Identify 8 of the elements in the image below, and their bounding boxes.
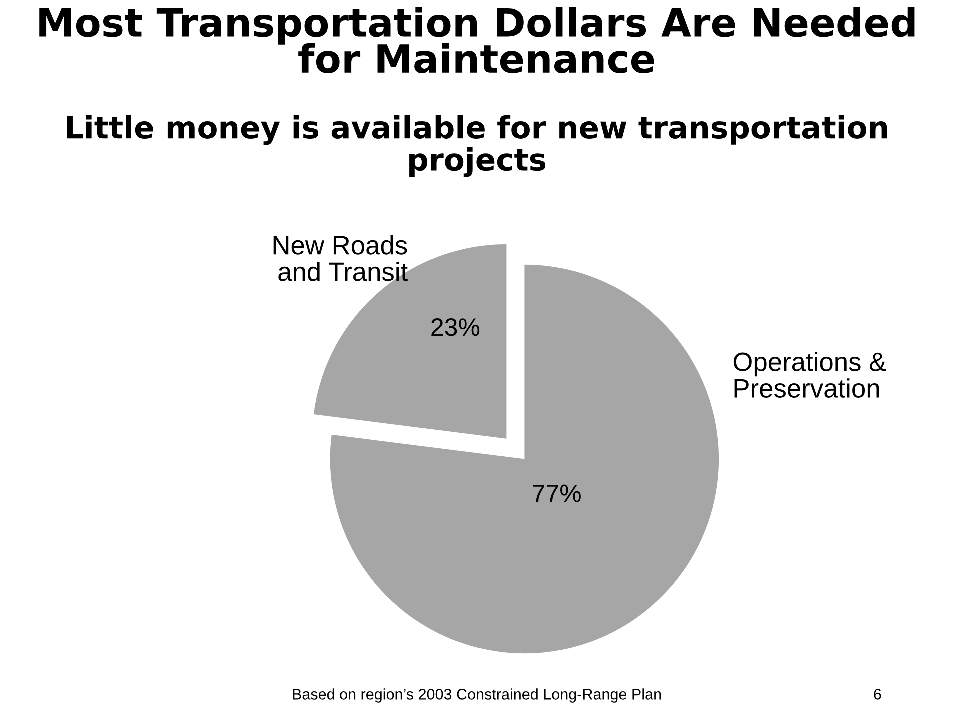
data-label: 77% [533,484,581,502]
slice-label: Operations & Preservation [734,352,886,398]
text: 6 [874,689,882,700]
chart-title: Most Transportation Dollars Are Needed for Maintenance [40,7,915,74]
chart-subtitle: Little money is available for new transportation projects [67,115,888,178]
data-label: 23% [432,318,480,336]
text: Based on region’s 2003 Constrained Long-Range Plan [293,688,662,703]
slice-label: New Roads and Transit [274,235,408,282]
